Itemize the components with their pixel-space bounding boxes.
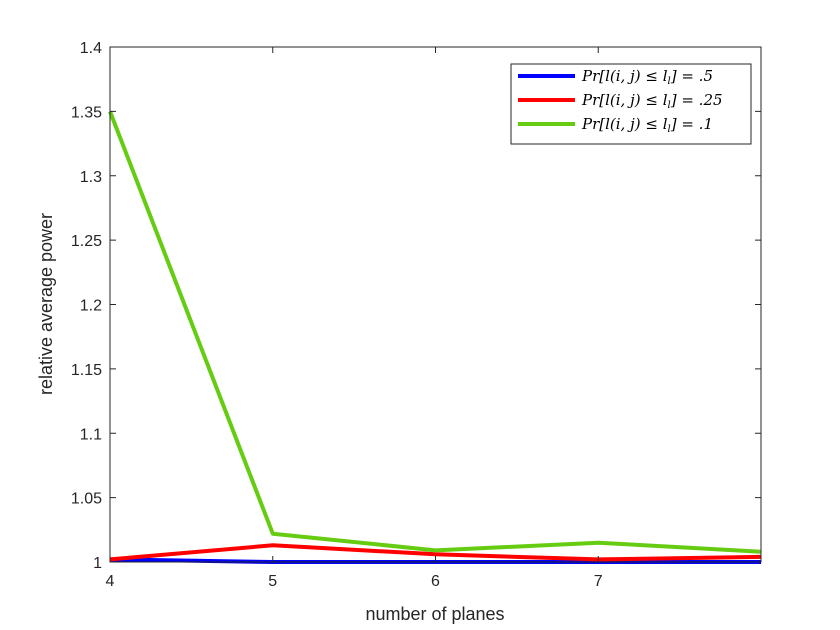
- x-tick-label: 4: [106, 573, 115, 590]
- y-tick-label: 1.2: [80, 298, 102, 315]
- y-tick-label: 1.05: [71, 491, 102, 508]
- legend: Pr[l(i, j) ≤ ll] = .5 Pr[l(i, j) ≤ ll] = …: [510, 63, 752, 145]
- x-axis-label: number of planes: [365, 604, 504, 624]
- y-tick-label: 1.15: [71, 362, 102, 379]
- y-axis-label: relative average power: [36, 213, 56, 395]
- legend-entry-2: Pr[l(i, j) ≤ ll] = .25: [581, 91, 723, 111]
- series-line-3: [108, 110, 762, 554]
- x-tick-label: 5: [268, 573, 277, 590]
- legend-entry-1: Pr[l(i, j) ≤ ll] = .5: [581, 67, 713, 87]
- y-tick-label: 1.35: [71, 104, 102, 121]
- x-tick-label: 6: [431, 573, 440, 590]
- y-tick-label: 1.4: [80, 40, 102, 57]
- ticks-layer: 1 1.05 1.1 1.15 1.2 1.25 1.3 1.35 1.4 4 5 6 7: [71, 40, 761, 590]
- y-tick-label: 1: [93, 555, 102, 572]
- legend-entry-3: Pr[l(i, j) ≤ ll] = .1: [581, 115, 713, 135]
- y-tick-label: 1.1: [80, 426, 102, 443]
- x-tick-label: 7: [594, 573, 603, 590]
- series-line-2: [109, 543, 762, 562]
- y-tick-label: 1.3: [80, 169, 102, 186]
- y-tick-label: 1.25: [71, 233, 102, 250]
